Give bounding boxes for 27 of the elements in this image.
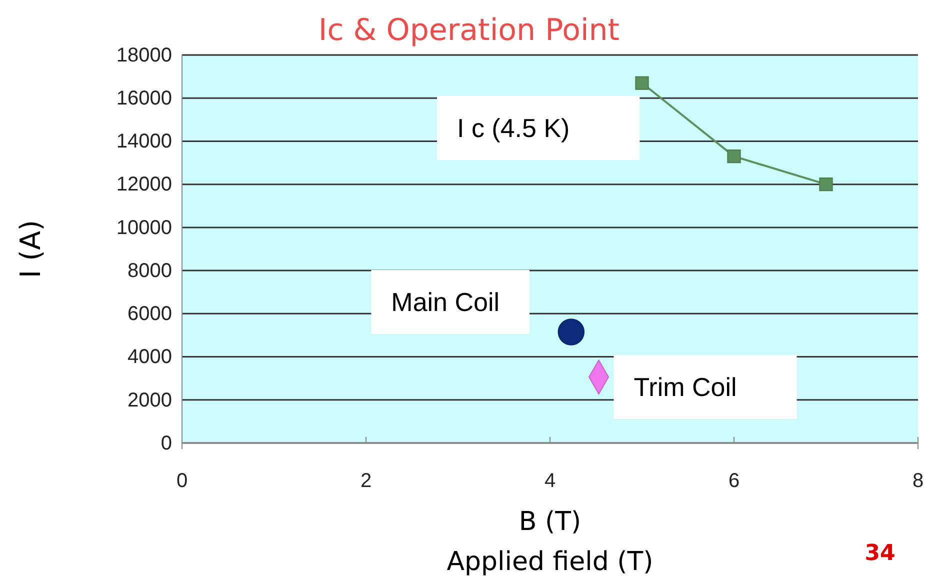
chart-title: Ic & Operation Point — [318, 13, 620, 48]
y-tick-label: 2000 — [128, 389, 172, 412]
y-tick-label: 14000 — [116, 130, 172, 153]
x-tick-label: 4 — [544, 470, 556, 492]
x-tick-label: 8 — [912, 470, 924, 492]
y-tick-label: 18000 — [116, 44, 172, 66]
point — [727, 149, 741, 164]
y-tick-label: 0 — [160, 432, 172, 454]
y-tick-label: 12000 — [116, 174, 172, 196]
y-tick-label: 16000 — [116, 88, 172, 110]
series-label: Trim Coil — [634, 372, 737, 402]
y-tick-label: 10000 — [116, 216, 172, 239]
x-tick-label: 2 — [360, 470, 372, 492]
text: Main Coil — [391, 286, 500, 317]
point — [635, 76, 649, 90]
x-tick-label: 0 — [176, 470, 188, 492]
x-axis-title: B (T) — [518, 507, 582, 537]
y-tick-label: 6000 — [128, 303, 172, 326]
y-axis-title: I (A) — [14, 220, 47, 278]
text: 34 — [864, 541, 896, 566]
y-tick-label: 8000 — [128, 260, 172, 282]
point — [819, 178, 833, 192]
text: I c (4.5 K) — [457, 113, 570, 144]
point — [558, 318, 585, 346]
y-tick-label: 4000 — [128, 346, 172, 368]
x-tick-label: 6 — [728, 470, 740, 492]
text: Applied field (T) — [446, 547, 654, 577]
